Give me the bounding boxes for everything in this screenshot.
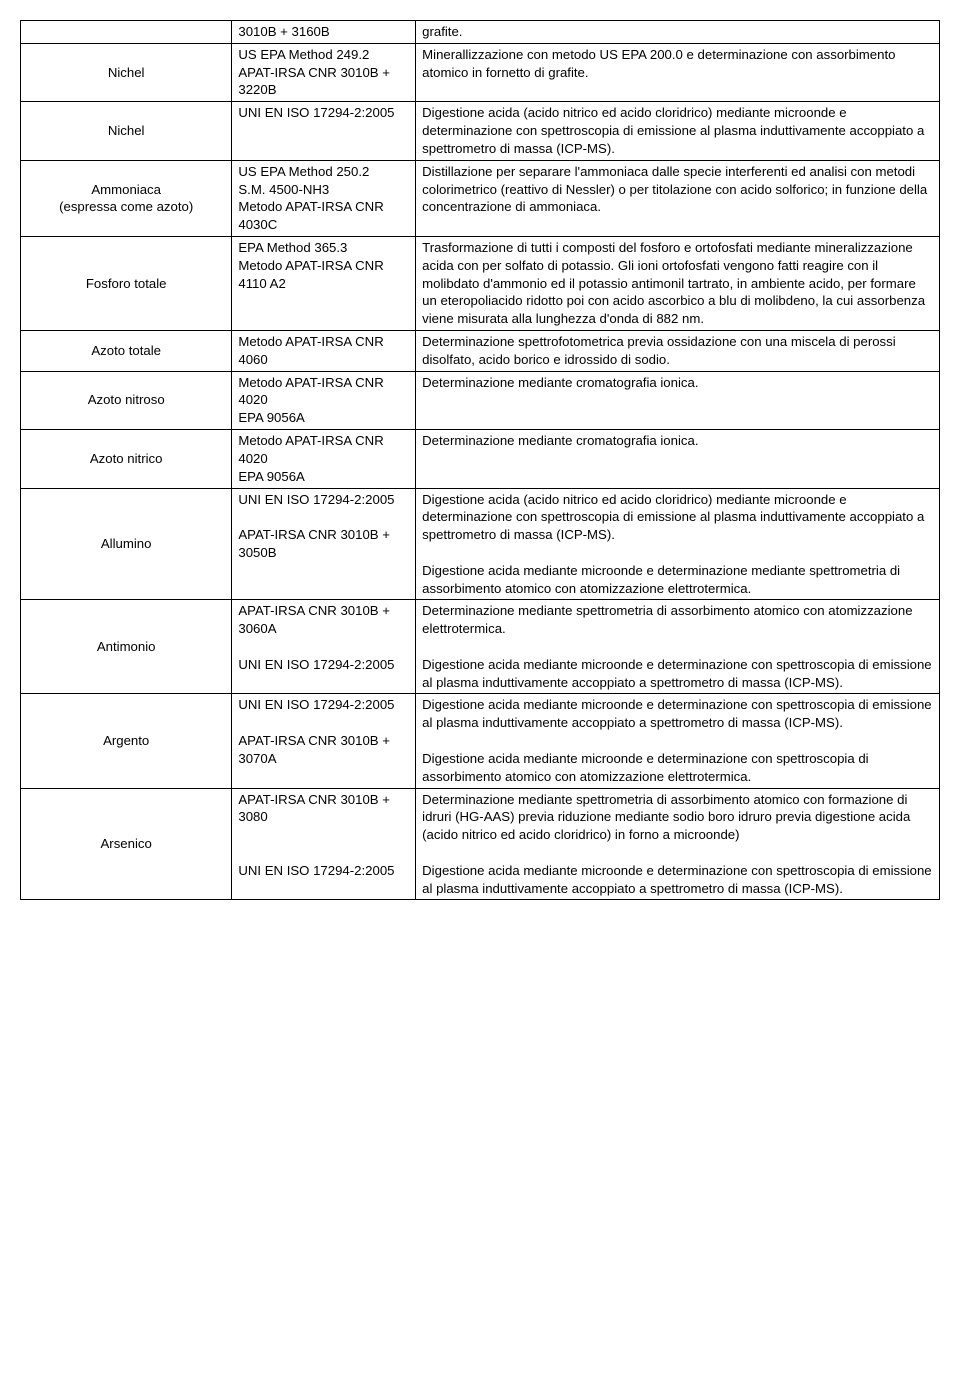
table-row: AntimonioAPAT-IRSA CNR 3010B + 3060A UNI… bbox=[21, 600, 940, 694]
table-row: NichelUNI EN ISO 17294-2:2005Digestione … bbox=[21, 102, 940, 160]
parameter-cell: Fosforo totale bbox=[21, 236, 232, 330]
method-cell: EPA Method 365.3 Metodo APAT-IRSA CNR 41… bbox=[232, 236, 416, 330]
parameter-cell: Allumino bbox=[21, 488, 232, 600]
table-row: Azoto nitricoMetodo APAT-IRSA CNR 4020 E… bbox=[21, 430, 940, 488]
description-cell: Determinazione mediante spettrometria di… bbox=[416, 600, 940, 694]
description-cell: Digestione acida (acido nitrico ed acido… bbox=[416, 102, 940, 160]
method-cell: 3010B + 3160B bbox=[232, 21, 416, 44]
parameter-cell: Azoto nitrico bbox=[21, 430, 232, 488]
method-cell: UNI EN ISO 17294-2:2005 APAT-IRSA CNR 30… bbox=[232, 694, 416, 788]
table-row: Azoto totaleMetodo APAT-IRSA CNR 4060Det… bbox=[21, 331, 940, 372]
method-cell: APAT-IRSA CNR 3010B + 3060A UNI EN ISO 1… bbox=[232, 600, 416, 694]
parameter-cell: Arsenico bbox=[21, 788, 232, 900]
description-cell: Distillazione per separare l'ammoniaca d… bbox=[416, 160, 940, 236]
method-cell: APAT-IRSA CNR 3010B + 3080 UNI EN ISO 17… bbox=[232, 788, 416, 900]
method-cell: Metodo APAT-IRSA CNR 4020 EPA 9056A bbox=[232, 371, 416, 429]
table-row: AlluminoUNI EN ISO 17294-2:2005 APAT-IRS… bbox=[21, 488, 940, 600]
method-cell: UNI EN ISO 17294-2:2005 APAT-IRSA CNR 30… bbox=[232, 488, 416, 600]
description-cell: Determinazione mediante cromatografia io… bbox=[416, 371, 940, 429]
description-cell: Trasformazione di tutti i composti del f… bbox=[416, 236, 940, 330]
parameter-cell: Nichel bbox=[21, 43, 232, 101]
table-row: ArsenicoAPAT-IRSA CNR 3010B + 3080 UNI E… bbox=[21, 788, 940, 900]
method-cell: Metodo APAT-IRSA CNR 4060 bbox=[232, 331, 416, 372]
method-cell: UNI EN ISO 17294-2:2005 bbox=[232, 102, 416, 160]
parameter-cell: Argento bbox=[21, 694, 232, 788]
description-cell: Determinazione mediante cromatografia io… bbox=[416, 430, 940, 488]
table-row: NichelUS EPA Method 249.2 APAT-IRSA CNR … bbox=[21, 43, 940, 101]
parameter-cell: Antimonio bbox=[21, 600, 232, 694]
method-cell: US EPA Method 249.2 APAT-IRSA CNR 3010B … bbox=[232, 43, 416, 101]
description-cell: grafite. bbox=[416, 21, 940, 44]
description-cell: Digestione acida (acido nitrico ed acido… bbox=[416, 488, 940, 600]
parameter-cell: Azoto nitroso bbox=[21, 371, 232, 429]
method-cell: US EPA Method 250.2 S.M. 4500-NH3 Metodo… bbox=[232, 160, 416, 236]
table-row: Fosforo totaleEPA Method 365.3 Metodo AP… bbox=[21, 236, 940, 330]
method-cell: Metodo APAT-IRSA CNR 4020 EPA 9056A bbox=[232, 430, 416, 488]
parameter-cell bbox=[21, 21, 232, 44]
methods-table: 3010B + 3160Bgrafite.NichelUS EPA Method… bbox=[20, 20, 940, 900]
table-row: Azoto nitrosoMetodo APAT-IRSA CNR 4020 E… bbox=[21, 371, 940, 429]
table-row: Ammoniaca (espressa come azoto)US EPA Me… bbox=[21, 160, 940, 236]
table-row: ArgentoUNI EN ISO 17294-2:2005 APAT-IRSA… bbox=[21, 694, 940, 788]
description-cell: Minerallizzazione con metodo US EPA 200.… bbox=[416, 43, 940, 101]
description-cell: Determinazione mediante spettrometria di… bbox=[416, 788, 940, 900]
parameter-cell: Ammoniaca (espressa come azoto) bbox=[21, 160, 232, 236]
description-cell: Digestione acida mediante microonde e de… bbox=[416, 694, 940, 788]
description-cell: Determinazione spettrofotometrica previa… bbox=[416, 331, 940, 372]
parameter-cell: Azoto totale bbox=[21, 331, 232, 372]
table-row: 3010B + 3160Bgrafite. bbox=[21, 21, 940, 44]
parameter-cell: Nichel bbox=[21, 102, 232, 160]
